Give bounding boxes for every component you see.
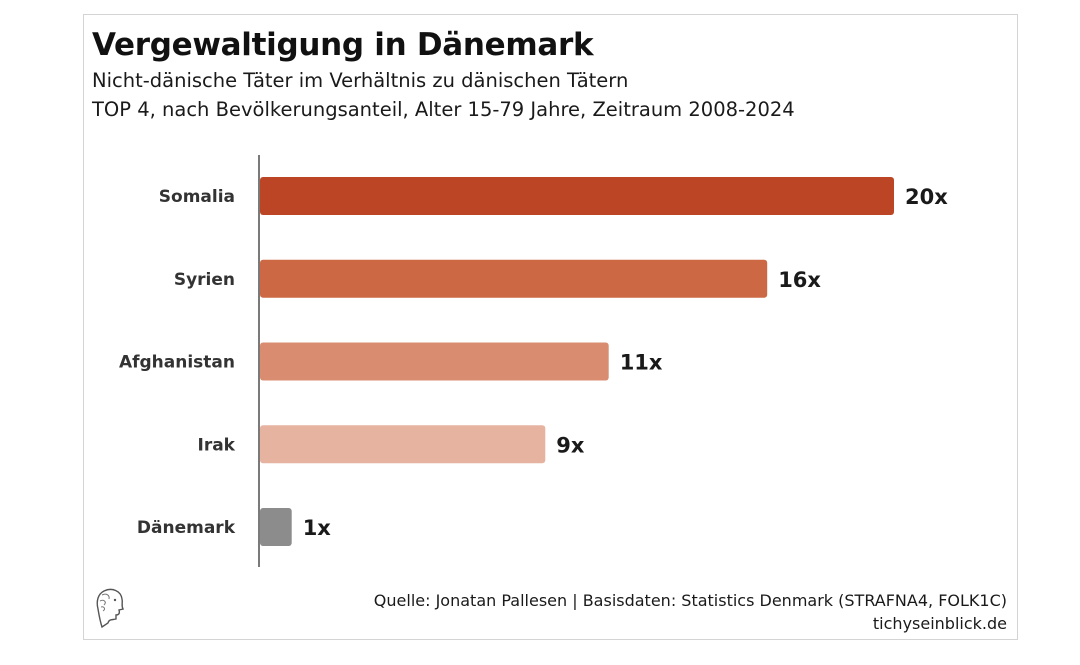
value-label-somalia: 20x: [905, 185, 948, 209]
chart-subtitle-line-2: TOP 4, nach Bevölkerungsanteil, Alter 15…: [92, 98, 795, 121]
chart-subtitle-line-1: Nicht-dänische Täter im Verhältnis zu dä…: [92, 69, 629, 92]
bar-d-nemark: [260, 508, 292, 546]
head-profile-icon: [96, 588, 125, 629]
source-footer: Quelle: Jonatan Pallesen | Basisdaten: S…: [374, 589, 1007, 635]
value-label-syrien: 16x: [778, 268, 821, 292]
category-label-irak: Irak: [198, 435, 236, 455]
value-label-afghanistan: 11x: [620, 351, 663, 375]
bars-group: Somalia 20x Syrien 16x Afghanistan 11x Irak 9x D…: [119, 177, 948, 546]
category-label-d-nemark: Dänemark: [137, 518, 236, 538]
bar-somalia: [260, 177, 894, 215]
chart-title: Vergewaltigung in Dänemark: [92, 27, 594, 63]
source-text: Quelle: Jonatan Pallesen | Basisdaten: S…: [373, 591, 1007, 610]
bar-chart: Somalia 20x Syrien 16x Afghanistan 11x Irak 9x D…: [119, 155, 948, 567]
chart-card: Vergewaltigung in Dänemark Nicht-dänisch…: [83, 14, 1018, 640]
value-label-irak: 9x: [556, 433, 585, 457]
bar-syrien: [260, 259, 768, 298]
category-label-afghanistan: Afghanistan: [119, 353, 235, 373]
category-label-somalia: Somalia: [159, 187, 235, 207]
bar-irak: [260, 425, 546, 464]
site-text: tichyseinblick.de: [872, 614, 1007, 633]
value-label-d-nemark: 1x: [303, 516, 332, 540]
category-label-syrien: Syrien: [174, 270, 235, 290]
bar-afghanistan: [260, 342, 609, 381]
